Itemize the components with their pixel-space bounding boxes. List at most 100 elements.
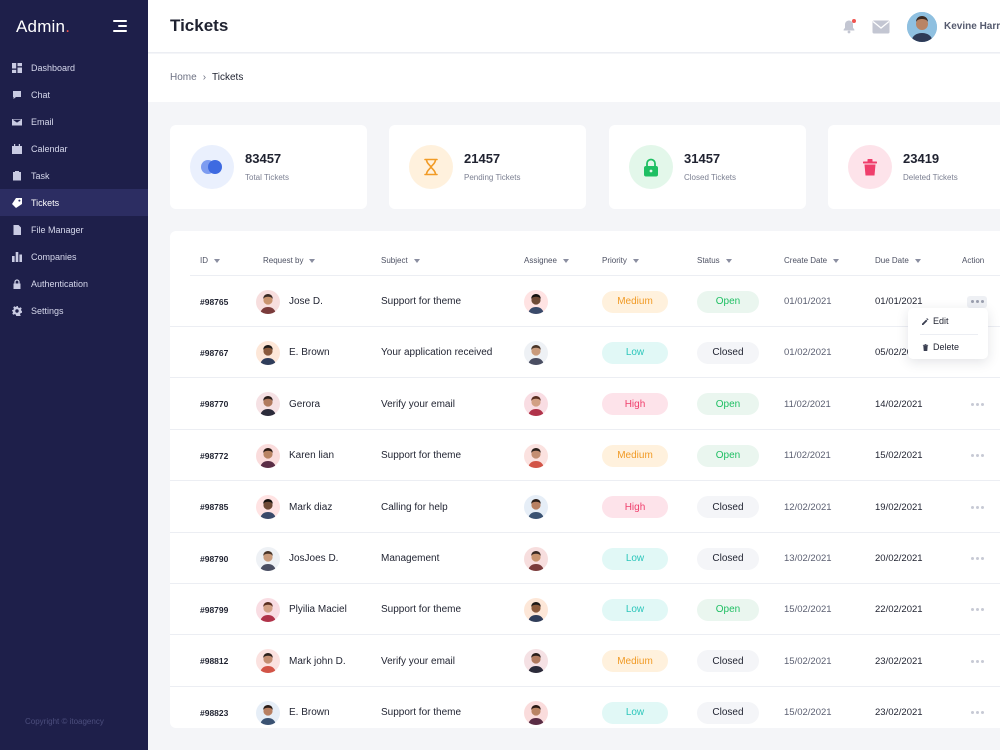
assignee (524, 584, 548, 635)
stat-card-closed-tickets[interactable]: 31457 Closed Tickets (609, 125, 806, 209)
status-badge: Open (697, 290, 759, 313)
table-row[interactable]: #98772 Karen lian Support for theme Medi… (170, 430, 1000, 482)
edit-menu-item[interactable]: Edit (922, 316, 949, 326)
stat-value: 21457 (464, 151, 501, 166)
breadcrumb-home[interactable]: Home (170, 72, 197, 83)
table-row[interactable]: #98765 Jose D. Support for theme Medium … (170, 276, 1000, 327)
sidebar-item-settings[interactable]: Settings (0, 297, 148, 324)
notification-badge (852, 19, 856, 23)
ticket-id[interactable]: #98785 (200, 502, 229, 513)
sidebar-item-calendar[interactable]: Calendar (0, 135, 148, 162)
more-options-icon[interactable] (967, 501, 987, 513)
table-row[interactable]: #98790 JosJoes D. Management Low Closed … (170, 533, 1000, 584)
priority-badge: Low (602, 701, 668, 724)
requester-avatar (256, 597, 280, 622)
requester: Plyilia Maciel (256, 584, 347, 635)
more-options-icon[interactable] (967, 604, 987, 616)
column-header-request-by[interactable]: Request by (263, 256, 316, 265)
table-row[interactable]: #98770 Gerora Verify your email High Ope… (170, 379, 1000, 430)
table-row[interactable]: #98767 E. Brown Your application receive… (170, 327, 1000, 379)
assignee-avatar[interactable] (524, 546, 548, 571)
column-header-create-date[interactable]: Create Date (784, 256, 840, 265)
action (967, 379, 987, 430)
priority: Medium (602, 636, 668, 687)
action (967, 687, 987, 728)
assignee-avatar[interactable] (524, 289, 548, 314)
breadcrumb-current: Tickets (212, 72, 244, 83)
user-avatar[interactable] (907, 12, 937, 42)
more-options-icon[interactable] (967, 450, 987, 462)
create-date: 13/02/2021 (784, 553, 832, 564)
table-row[interactable]: #98823 E. Brown Support for theme Low Cl… (170, 687, 1000, 728)
create-date: 15/02/2021 (784, 604, 832, 616)
sidebar-item-email[interactable]: Email (0, 108, 148, 135)
sidebar-item-dashboard[interactable]: Dashboard (0, 54, 148, 81)
sidebar-item-label: Calendar (31, 143, 68, 154)
brand-logo[interactable]: Admin. (16, 17, 71, 36)
delete-menu-item[interactable]: Delete (922, 342, 959, 352)
sidebar-item-tickets[interactable]: Tickets (0, 189, 148, 216)
top-header: Tickets Kevine Harr (148, 0, 1000, 53)
ticket-id[interactable]: #98812 (200, 656, 229, 667)
stat-card-total-tickets[interactable]: 83457 Total Tickets (170, 125, 367, 209)
column-header-priority[interactable]: Priority (602, 256, 639, 265)
create-date: 11/02/2021 (784, 450, 831, 462)
hourglass-icon (409, 145, 453, 189)
column-header-assignee[interactable]: Assignee (524, 256, 569, 265)
more-options-icon[interactable] (967, 553, 987, 565)
assignee-avatar[interactable] (524, 443, 548, 468)
ticket-id[interactable]: #98770 (200, 399, 229, 410)
sort-caret-icon (309, 258, 316, 263)
breadcrumb: Home › Tickets (170, 72, 243, 83)
due-date: 20/02/2021 (875, 553, 923, 564)
sidebar-item-file-manager[interactable]: File Manager (0, 216, 148, 243)
requester: Mark john D. (256, 636, 346, 687)
action (967, 584, 987, 635)
assignee-avatar[interactable] (524, 649, 548, 674)
bell-icon[interactable] (842, 19, 856, 34)
more-options-icon[interactable] (967, 707, 987, 719)
assignee-avatar[interactable] (524, 340, 548, 365)
assignee (524, 327, 548, 378)
sidebar-item-authentication[interactable]: Authentication (0, 270, 148, 297)
column-header-subject[interactable]: Subject (381, 256, 420, 265)
ticket-id[interactable]: #98767 (200, 347, 229, 358)
table-row[interactable]: #98812 Mark john D. Verify your email Me… (170, 636, 1000, 687)
mail-icon[interactable] (872, 20, 890, 34)
ticket-id[interactable]: #98772 (200, 450, 229, 461)
assignee-avatar[interactable] (524, 392, 548, 417)
table-row[interactable]: #98799 Plyilia Maciel Support for theme … (170, 584, 1000, 636)
user-name[interactable]: Kevine Harr (944, 21, 1000, 32)
column-header-label: Priority (602, 256, 627, 265)
sidebar-item-companies[interactable]: Companies (0, 243, 148, 270)
priority-badge: Low (602, 547, 668, 570)
column-header-label: Request by (263, 256, 304, 265)
priority-badge: High (602, 496, 668, 519)
ticket-id[interactable]: #98799 (200, 604, 229, 615)
assignee-avatar[interactable] (524, 700, 548, 725)
stat-card-deleted-tickets[interactable]: 23419 Deleted Tickets (828, 125, 1000, 209)
more-options-icon[interactable] (967, 398, 987, 410)
column-header-due-date[interactable]: Due Date (875, 256, 921, 265)
more-options-icon[interactable] (967, 655, 987, 667)
ticket-subject: Support for theme (381, 450, 462, 462)
column-header-id[interactable]: ID (200, 256, 220, 265)
assignee (524, 533, 548, 584)
ticket-id[interactable]: #98823 (200, 707, 229, 718)
column-header-label: Subject (381, 256, 408, 265)
stat-card-pending-tickets[interactable]: 21457 Pending Tickets (389, 125, 586, 209)
table-row[interactable]: #98785 Mark diaz Calling for help High C… (170, 482, 1000, 533)
status: Open (697, 276, 759, 327)
action (967, 276, 987, 327)
ticket-id[interactable]: #98765 (200, 296, 229, 307)
ticket-id[interactable]: #98790 (200, 553, 229, 564)
column-header-status[interactable]: Status (697, 256, 732, 265)
create-date: 15/02/2021 (784, 707, 832, 719)
menu-toggle-icon[interactable] (113, 20, 127, 32)
requester: Gerora (256, 379, 320, 430)
assignee-avatar[interactable] (524, 597, 548, 622)
assignee-avatar[interactable] (524, 495, 548, 520)
more-options-icon[interactable] (967, 295, 987, 308)
sidebar-item-task[interactable]: Task (0, 162, 148, 189)
sidebar-item-chat[interactable]: Chat (0, 81, 148, 108)
